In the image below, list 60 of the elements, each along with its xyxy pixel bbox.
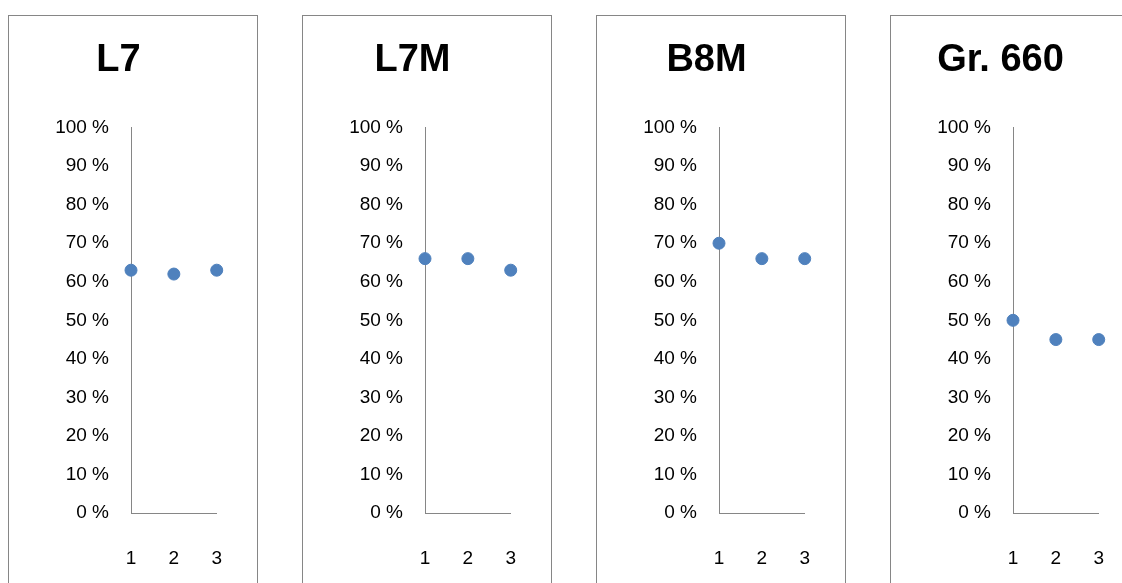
chart-title: B8M bbox=[666, 37, 747, 80]
y-tick-label: 40 % bbox=[947, 347, 992, 369]
y-tick-label: 10 % bbox=[359, 462, 404, 484]
y-tick-label: 0 % bbox=[76, 501, 110, 523]
y-tick-label: 60 % bbox=[947, 269, 992, 291]
y-tick-label: 100 % bbox=[349, 115, 404, 137]
y-tick-label: 40 % bbox=[653, 347, 698, 369]
y-tick-label: 60 % bbox=[359, 269, 404, 291]
y-tick-label: 10 % bbox=[65, 462, 110, 484]
y-tick-label: 20 % bbox=[359, 424, 404, 446]
y-tick-label: 0 % bbox=[958, 501, 992, 523]
y-tick-label: 60 % bbox=[65, 269, 110, 291]
y-tick-label: 80 % bbox=[947, 192, 992, 214]
x-tick-label: 3 bbox=[211, 546, 223, 568]
y-tick-label: 70 % bbox=[653, 231, 698, 253]
y-tick-label: 70 % bbox=[65, 231, 110, 253]
y-tick-label: 10 % bbox=[947, 462, 992, 484]
y-tick-label: 20 % bbox=[65, 424, 110, 446]
y-tick-label: 80 % bbox=[653, 192, 698, 214]
x-tick-label: 1 bbox=[713, 546, 725, 568]
y-tick-label: 100 % bbox=[643, 115, 698, 137]
chart-title: L7 bbox=[96, 37, 141, 80]
y-tick-label: 0 % bbox=[664, 501, 698, 523]
x-tick-label: 1 bbox=[125, 546, 137, 568]
y-tick-label: 50 % bbox=[947, 308, 992, 330]
y-tick-label: 40 % bbox=[359, 347, 404, 369]
y-tick-label: 0 % bbox=[370, 501, 404, 523]
y-tick-label: 30 % bbox=[359, 385, 404, 407]
y-tick-label: 20 % bbox=[947, 424, 992, 446]
x-tick-label: 2 bbox=[462, 546, 474, 568]
y-tick-label: 50 % bbox=[653, 308, 698, 330]
y-tick-label: 100 % bbox=[937, 115, 992, 137]
y-tick-label: 30 % bbox=[653, 385, 698, 407]
y-tick-label: 20 % bbox=[653, 424, 698, 446]
y-tick-label: 70 % bbox=[359, 231, 404, 253]
x-tick-label: 3 bbox=[1093, 546, 1105, 568]
y-tick-label: 50 % bbox=[65, 308, 110, 330]
x-tick-label: 2 bbox=[756, 546, 768, 568]
y-tick-label: 40 % bbox=[65, 347, 110, 369]
x-tick-label: 2 bbox=[1050, 546, 1062, 568]
y-tick-label: 90 % bbox=[359, 154, 404, 176]
y-tick-label: 90 % bbox=[947, 154, 992, 176]
y-tick-label: 60 % bbox=[653, 269, 698, 291]
x-tick-label: 1 bbox=[1007, 546, 1019, 568]
y-tick-label: 70 % bbox=[947, 231, 992, 253]
y-tick-label: 30 % bbox=[947, 385, 992, 407]
y-tick-label: 90 % bbox=[65, 154, 110, 176]
x-tick-label: 3 bbox=[799, 546, 811, 568]
x-tick-label: 3 bbox=[505, 546, 517, 568]
y-tick-label: 80 % bbox=[359, 192, 404, 214]
y-tick-label: 30 % bbox=[65, 385, 110, 407]
y-tick-label: 50 % bbox=[359, 308, 404, 330]
x-tick-label: 1 bbox=[419, 546, 431, 568]
x-tick-label: 2 bbox=[168, 546, 180, 568]
chart-title: Gr. 660 bbox=[937, 37, 1064, 80]
y-tick-label: 90 % bbox=[653, 154, 698, 176]
y-tick-label: 100 % bbox=[55, 115, 110, 137]
y-tick-label: 80 % bbox=[65, 192, 110, 214]
chart-title: L7M bbox=[374, 37, 451, 80]
y-tick-label: 10 % bbox=[653, 462, 698, 484]
